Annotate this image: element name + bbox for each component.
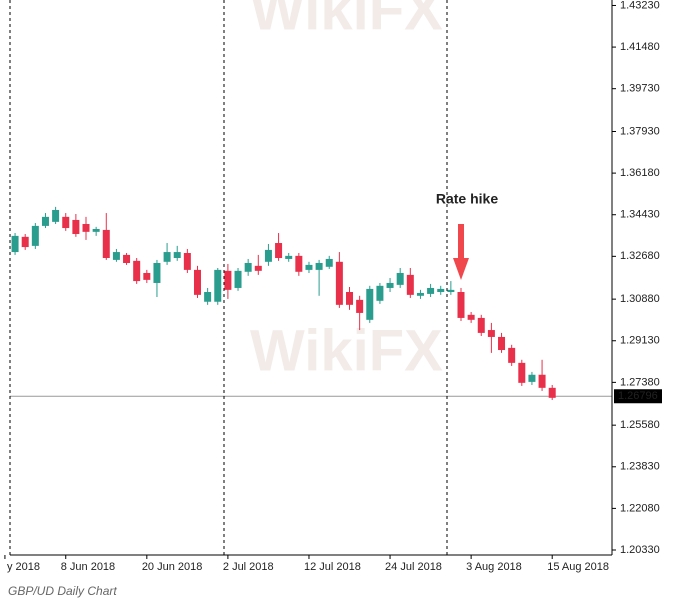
y-tick-label: 1.30880 — [620, 293, 660, 305]
candle-body — [457, 292, 465, 318]
candle-body — [487, 330, 495, 337]
candle-body — [62, 216, 70, 229]
caption: GBP/UD Daily Chart — [8, 584, 117, 598]
candle-body — [204, 292, 212, 302]
y-tick-label: 1.41480 — [620, 41, 660, 53]
y-tick-label: 1.25580 — [620, 419, 660, 431]
candle-body — [366, 288, 374, 320]
y-tick-label: 1.27380 — [620, 376, 660, 388]
y-tick-label: 1.43230 — [620, 0, 660, 11]
candle-body — [102, 229, 110, 259]
y-tick-label: 1.23830 — [620, 461, 660, 473]
annotation-arrow — [453, 224, 469, 280]
candle-body — [335, 261, 343, 305]
candle-body — [528, 374, 536, 382]
y-tick-label: 1.20330 — [620, 544, 660, 556]
x-tick-label: 24 Jul 2018 — [385, 561, 442, 573]
candle-body — [143, 272, 151, 280]
candle-body — [447, 289, 455, 293]
arrow-head — [453, 258, 469, 280]
candle-body — [92, 228, 100, 232]
candle-body — [315, 262, 323, 270]
candle-body — [285, 255, 293, 259]
watermark: WikiFX — [250, 318, 443, 383]
candle-body — [467, 314, 475, 320]
y-tick-label: 1.36180 — [620, 167, 660, 179]
candle-body — [386, 282, 394, 288]
price-label: 1.26796 — [618, 390, 658, 402]
candle-body — [193, 269, 201, 295]
candle-body — [416, 292, 424, 296]
candle-body — [305, 264, 313, 270]
candle-body — [214, 269, 222, 302]
candle-body — [133, 260, 141, 282]
x-tick-label: 3 Aug 2018 — [466, 561, 522, 573]
candle-body — [153, 262, 161, 283]
y-tick-label: 1.29130 — [620, 335, 660, 347]
candle-body — [406, 274, 414, 295]
candle-body — [548, 387, 556, 398]
annotation: Rate hike — [436, 191, 498, 207]
candle-body — [275, 243, 283, 259]
y-tick-label: 1.32680 — [620, 250, 660, 262]
candle-body — [183, 253, 191, 270]
candle-body — [72, 219, 80, 234]
x-tick-label: 12 Jul 2018 — [304, 561, 361, 573]
candle-body — [498, 336, 506, 351]
arrow-shaft — [458, 224, 464, 260]
candle-body — [356, 299, 364, 313]
candle-body — [538, 374, 546, 388]
candle-body — [376, 285, 384, 301]
candle-body — [11, 235, 19, 253]
x-tick-label: y 2018 — [7, 561, 40, 573]
y-tick-label: 1.34430 — [620, 209, 660, 221]
candle-body — [508, 347, 516, 363]
y-tick-label: 1.37930 — [620, 125, 660, 137]
y-tick-label: 1.39730 — [620, 83, 660, 95]
candle-body — [264, 249, 272, 262]
candle-body — [123, 254, 131, 263]
candle-body — [52, 209, 60, 222]
candle-body — [82, 223, 90, 232]
candle-body — [41, 216, 49, 226]
candle-body — [224, 270, 232, 290]
candle-body — [477, 317, 485, 333]
y-tick-label: 1.22080 — [620, 502, 660, 514]
watermark: WikiFX — [250, 0, 443, 42]
candle-body — [21, 236, 29, 248]
price-label-box — [614, 389, 662, 404]
candle-body — [346, 292, 354, 305]
candle-body — [254, 265, 262, 271]
x-tick-label: 2 Jul 2018 — [223, 561, 274, 573]
candle-body — [244, 262, 252, 272]
candle-body — [31, 225, 39, 246]
candle-body — [325, 258, 333, 267]
candle-body — [396, 272, 404, 285]
x-tick-label: 8 Jun 2018 — [61, 561, 115, 573]
candle-body — [234, 270, 242, 288]
candle-body — [163, 252, 171, 262]
x-tick-label: 15 Aug 2018 — [547, 561, 609, 573]
candle-body — [112, 252, 120, 260]
candle-body — [437, 288, 445, 293]
candle-body — [427, 287, 435, 294]
candle-body — [518, 362, 526, 383]
candle-body — [173, 252, 181, 259]
candle-body — [295, 255, 303, 272]
x-tick-label: 20 Jun 2018 — [142, 561, 203, 573]
